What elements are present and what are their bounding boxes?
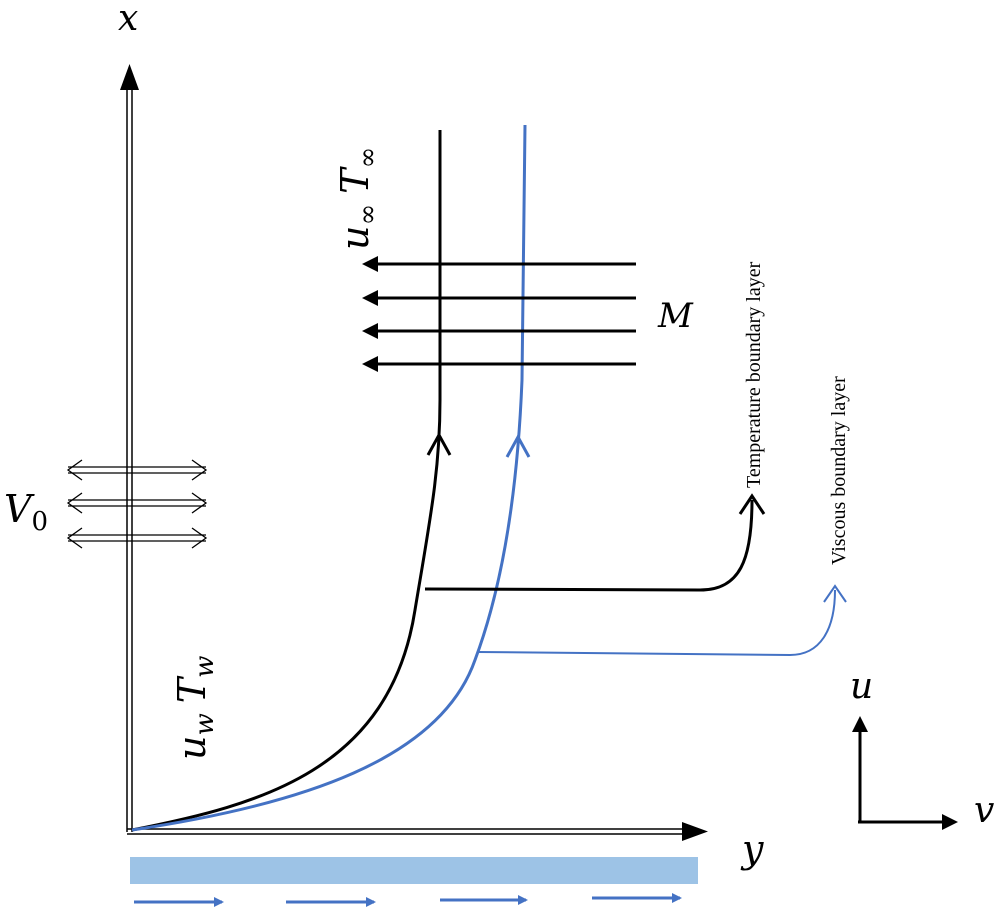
svg-text:uwTw: uwTw: [170, 656, 220, 760]
viscous-leader-line: [477, 589, 836, 657]
svg-text:Temperature boundary layer: Temperature boundary layer: [743, 261, 765, 488]
svg-text:Viscous boundary layer: Viscous boundary layer: [828, 376, 850, 565]
temperature-leader-line: [424, 499, 754, 592]
x-axis-label: x: [118, 0, 138, 39]
magnetic-field-arrows: [362, 256, 636, 372]
y-axis-arrowhead: [682, 822, 708, 841]
double-arrow: [66, 459, 208, 481]
plate-velocity-arrows: [134, 893, 682, 907]
temperature-curve-arrowhead: [426, 431, 452, 456]
magnetic-field-label: M: [657, 296, 694, 336]
double-arrow: [66, 527, 208, 549]
viscous-leader-arrowhead: [823, 584, 847, 603]
y-axis: [127, 822, 708, 841]
v-direction-label: v: [974, 790, 994, 831]
field-arrowhead: [362, 356, 378, 372]
suction-velocity-arrows: [66, 459, 208, 549]
x-axis-arrowhead: [120, 64, 139, 90]
viscous-boundary-layer-curve: [131, 124, 527, 832]
v-arrowhead: [942, 814, 958, 830]
svg-text:u∞T∞: u∞T∞: [333, 147, 383, 250]
field-arrowhead: [362, 256, 378, 272]
wall-conditions-label: uwTw: [170, 656, 220, 760]
freestream-conditions-label: u∞T∞: [333, 147, 383, 250]
viscous-curve-arrowhead: [505, 433, 531, 458]
double-arrow: [66, 492, 208, 514]
x-axis: [120, 64, 139, 832]
moving-plate: [130, 857, 698, 884]
field-arrowhead: [362, 290, 378, 306]
suction-velocity-label: V0: [4, 487, 48, 537]
u-arrowhead: [852, 716, 868, 732]
y-axis-label: y: [740, 827, 764, 871]
temperature-boundary-layer-label: Temperature boundary layer: [743, 261, 765, 488]
velocity-coordinate-indicator: [852, 716, 958, 830]
u-direction-label: u: [850, 666, 873, 707]
temperature-boundary-layer-curve: [131, 130, 442, 832]
field-arrowhead: [362, 323, 378, 339]
temperature-leader-arrowhead: [738, 493, 766, 515]
viscous-boundary-layer-label: Viscous boundary layer: [828, 376, 850, 565]
